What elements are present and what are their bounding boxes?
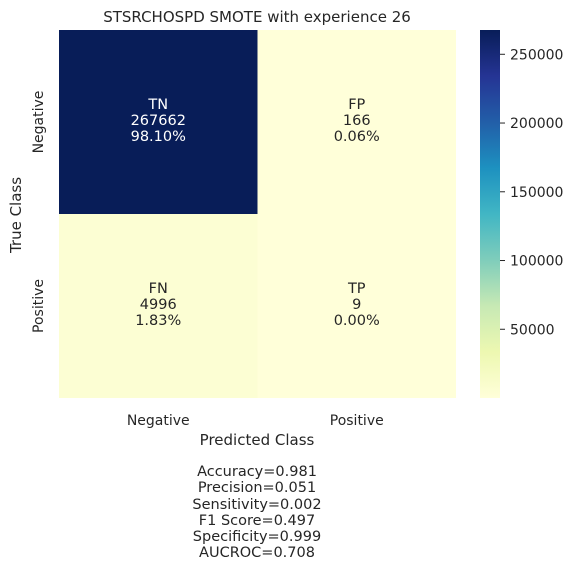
y-axis-label: True Class xyxy=(7,177,25,254)
colorbar-tick-label: 250000 xyxy=(510,47,563,63)
metric-line: Sensitivity=0.002 xyxy=(192,496,322,513)
heatmap-cell-fp xyxy=(257,30,456,214)
cell-annotation-label: TN xyxy=(147,97,168,113)
colorbar-tick-label: 200000 xyxy=(510,116,563,132)
metric-line: Accuracy=0.981 xyxy=(197,464,317,480)
colorbar-ticks: 50000 100000 150000 200000 250000 xyxy=(500,47,563,338)
y-tick-label: Positive xyxy=(31,279,47,333)
cell-annotation-label: FP xyxy=(348,97,365,113)
confusion-matrix-chart: STSRCHOSPD SMOTE with experience 26 TN26… xyxy=(7,8,563,449)
cell-annotation-percent: 98.10% xyxy=(131,129,186,145)
x-tick-label: Negative xyxy=(127,413,190,429)
cell-annotation-percent: 0.00% xyxy=(334,313,380,329)
cell-annotation-count: 166 xyxy=(343,113,371,129)
cell-annotation-label: TP xyxy=(347,281,366,297)
cell-annotation-count: 267662 xyxy=(131,113,186,129)
chart-title: STSRCHOSPD SMOTE with experience 26 xyxy=(103,8,411,26)
heatmap-cell-fn xyxy=(59,214,258,398)
colorbar-tick-label: 150000 xyxy=(510,185,563,201)
x-tick-label: Positive xyxy=(330,413,384,429)
colorbar-tick-label: 100000 xyxy=(510,254,563,270)
metric-line: AUCROC=0.708 xyxy=(199,545,315,562)
y-tick-label: Negative xyxy=(31,91,47,154)
x-axis-label: Predicted Class xyxy=(200,431,315,449)
cell-annotation-count: 4996 xyxy=(140,297,177,313)
heatmap-cell-tn xyxy=(59,30,258,214)
cell-annotation-percent: 0.06% xyxy=(334,129,380,145)
metric-line: Specificity=0.999 xyxy=(192,529,322,546)
colorbar xyxy=(480,30,500,398)
cell-annotation-count: 9 xyxy=(352,297,361,313)
cell-annotation-percent: 1.83% xyxy=(135,313,181,329)
colorbar-tick-label: 50000 xyxy=(510,322,555,338)
metrics-block: Accuracy=0.981 Precision=0.051 Sensitivity… xyxy=(57,464,457,562)
heatmap-cell-tp xyxy=(257,214,456,398)
y-axis-ticks: Negative Positive xyxy=(31,91,47,333)
metric-line: Precision=0.051 xyxy=(197,480,317,497)
metric-line: F1 Score=0.497 xyxy=(198,512,316,529)
x-axis-ticks: Negative Positive xyxy=(127,413,384,429)
cell-annotation-label: FN xyxy=(149,281,168,297)
